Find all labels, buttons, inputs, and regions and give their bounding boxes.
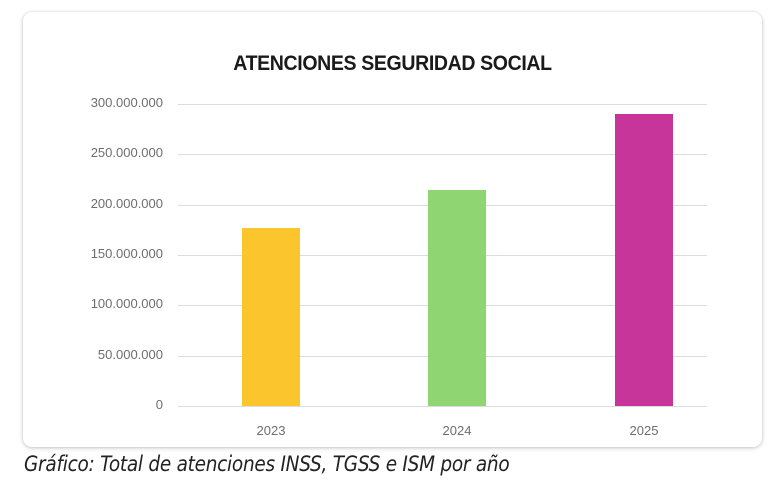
chart-title: ATENCIONES SEGURIDAD SOCIAL — [233, 52, 552, 75]
bar-2025 — [615, 114, 673, 406]
y-tick-label: 200.000.000 — [90, 196, 163, 211]
x-tick-label: 2023 — [256, 423, 286, 438]
bar-2023 — [242, 228, 300, 406]
gridline — [178, 154, 707, 155]
y-tick-label: 150.000.000 — [90, 246, 163, 261]
x-tick-label: 2024 — [442, 423, 472, 438]
chart-caption: Gráfico: Total de atenciones INSS, TGSS … — [24, 452, 510, 476]
gridline — [178, 104, 707, 105]
y-tick-label: 300.000.000 — [90, 95, 163, 110]
y-tick-label: 0 — [155, 397, 163, 412]
gridline — [178, 406, 707, 407]
y-tick-label: 50.000.000 — [97, 347, 163, 362]
bar-2024 — [428, 190, 486, 406]
x-tick-label: 2025 — [629, 423, 659, 438]
y-tick-label: 100.000.000 — [90, 296, 163, 311]
y-tick-label: 250.000.000 — [90, 145, 163, 160]
